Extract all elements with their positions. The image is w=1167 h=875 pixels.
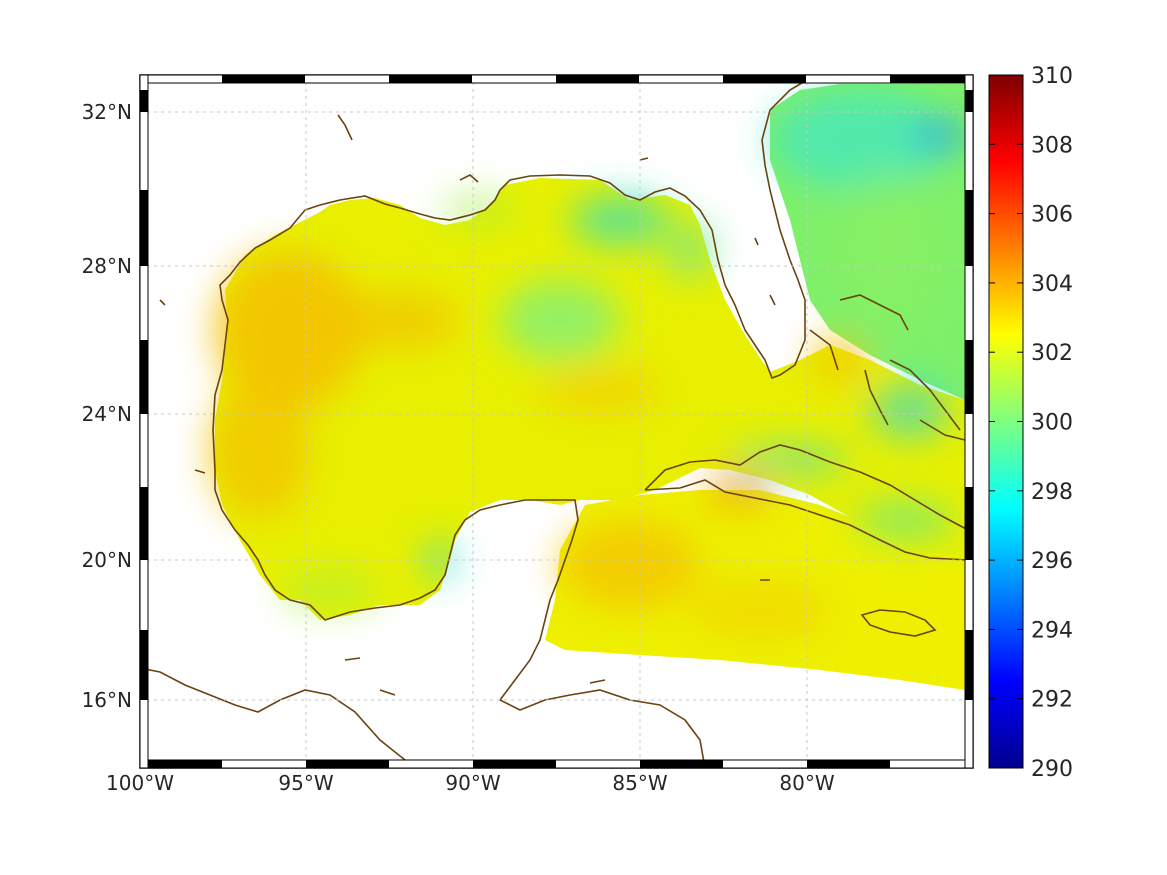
lon-label: 95°W [278, 771, 333, 795]
lon-label: 80°W [779, 771, 834, 795]
lat-label: 20°N [82, 548, 132, 572]
colorbar-label: 296 [1031, 549, 1073, 574]
cuba-coast [644, 444, 969, 561]
lon-label: 85°W [612, 771, 667, 795]
lat-label: 28°N [82, 254, 132, 278]
lat-label: 16°N [82, 688, 132, 712]
colorbar-labels: 290 292 294 296 298 300 302 304 306 308 310 [1031, 64, 1073, 782]
colorbar-label: 310 [1031, 64, 1073, 89]
colorbar: 290 292 294 296 298 300 302 304 306 308 310 [988, 64, 1073, 782]
latitude-labels: 16°N 20°N 24°N 28°N 32°N [82, 100, 132, 712]
graticule [140, 75, 973, 768]
colorbar-label: 308 [1031, 133, 1073, 158]
colorbar-label: 292 [1031, 688, 1073, 713]
colorbar-ticks [989, 74, 1023, 769]
sst-anomalies [210, 90, 965, 640]
colorbar-label: 306 [1031, 203, 1073, 228]
colorbar-label: 298 [1031, 480, 1073, 505]
lat-label: 32°N [82, 100, 132, 124]
small-islands [159, 114, 776, 696]
colorbar-label: 304 [1031, 272, 1073, 297]
sst-field [210, 84, 965, 690]
jamaica-coast [860, 609, 937, 637]
colorbar-label: 290 [1031, 757, 1073, 782]
lon-label: 100°W [106, 771, 174, 795]
bahamas-coast [809, 294, 966, 441]
colorbar-label: 300 [1031, 411, 1073, 436]
longitude-labels: 100°W 95°W 90°W 85°W 80°W [106, 771, 835, 795]
mexico-gulf-coast [214, 470, 706, 768]
map-frame [139, 74, 974, 769]
lon-label: 90°W [445, 771, 500, 795]
colorbar-label: 302 [1031, 341, 1073, 366]
colorbar-label: 294 [1031, 618, 1073, 643]
lat-label: 24°N [82, 402, 132, 426]
